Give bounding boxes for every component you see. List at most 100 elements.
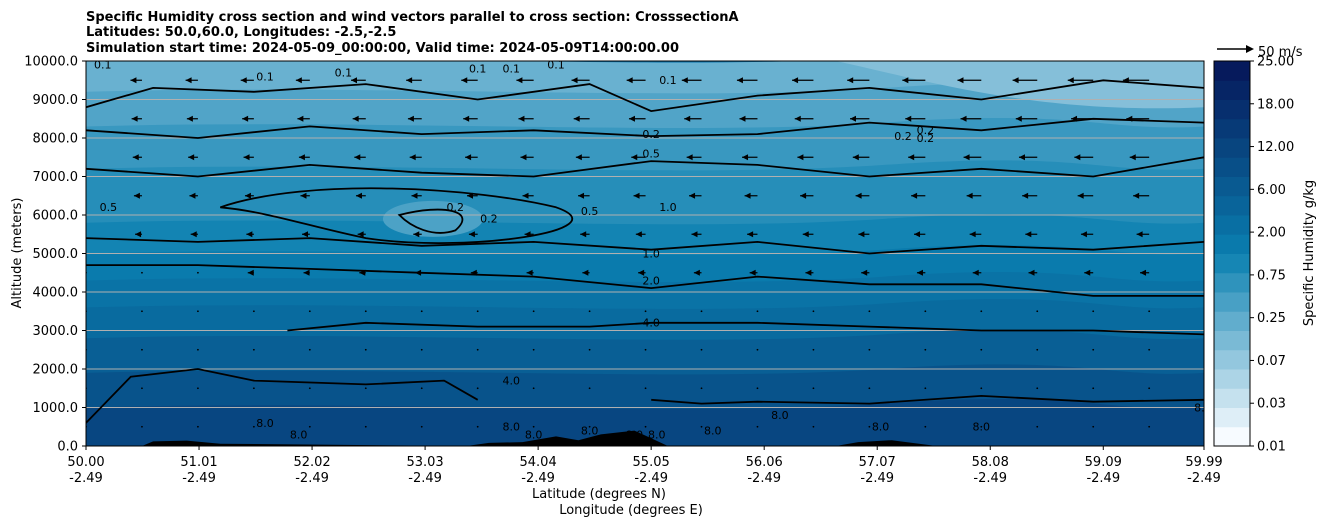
dry-region <box>835 61 1204 109</box>
wind-vector <box>963 154 982 161</box>
wind-vector <box>1148 348 1151 351</box>
x-tick-label-lat: 59.09 <box>1085 455 1122 470</box>
wind-vector <box>300 192 310 199</box>
contour-label: 8.0 <box>256 417 274 430</box>
contour-label: 0.1 <box>547 59 565 72</box>
contour-label: 4.0 <box>642 317 660 330</box>
wind-vector <box>1012 77 1038 84</box>
colorbar-label: Specific Humidity g/kg <box>1302 180 1317 326</box>
wind-vector <box>524 231 534 238</box>
wind-vector <box>75 77 86 83</box>
y-axis: 0.0 1000.0 2000.0 3000.0 4000.0 5000.0 6000.0 7… <box>24 55 86 455</box>
x-tick-label-lat: 57.07 <box>859 455 896 470</box>
wind-vector <box>303 269 310 276</box>
colorbar-tick-label: 0.03 <box>1257 397 1286 412</box>
wind-vector <box>186 115 198 122</box>
wind-vector <box>966 192 982 199</box>
wind-vector <box>189 192 198 199</box>
wind-vector <box>420 387 423 390</box>
wind-vector <box>197 425 199 428</box>
wind-vector <box>794 115 814 122</box>
wind-vector <box>420 348 423 351</box>
contour-line <box>220 187 574 244</box>
wind-vector <box>415 269 422 276</box>
x-tick-label-lat: 52.02 <box>293 455 330 470</box>
wind-vector <box>252 425 255 428</box>
x-tick-label-lat: 51.01 <box>180 455 217 470</box>
quiver-key-arrowhead <box>1246 45 1254 53</box>
colorbar-segment <box>1214 61 1250 81</box>
wind-vector <box>1028 269 1038 276</box>
wind-vector <box>197 310 199 313</box>
wind-vector <box>197 387 199 390</box>
contour-label: 4.0 <box>503 374 521 387</box>
colorbar-segment <box>1214 157 1250 177</box>
wind-vector <box>588 310 591 313</box>
gridlines <box>86 99 1204 408</box>
contour-label: 8.0 <box>525 428 543 441</box>
wind-vector <box>526 269 534 276</box>
wind-vector <box>242 115 254 122</box>
contour-label: 0.2 <box>447 201 465 214</box>
wind-vector <box>1025 231 1038 238</box>
colorbar-frame <box>1213 60 1251 447</box>
wind-vector <box>700 425 703 428</box>
wind-vector <box>792 77 814 84</box>
contour-label: 0.1 <box>503 63 521 76</box>
wind-vector <box>756 425 759 428</box>
wind-vector <box>252 387 255 390</box>
wind-vector <box>141 348 143 351</box>
wind-vector <box>905 115 926 122</box>
wind-vector <box>797 154 814 161</box>
contour-label: 1.0 <box>642 247 660 260</box>
wind-vector <box>691 231 702 238</box>
wind-vector <box>308 425 311 428</box>
contour-label: 0.5 <box>581 205 599 218</box>
contour-label: 0.5 <box>100 201 118 214</box>
contour-label: 8.0 <box>581 424 599 437</box>
colorbar-tick-label: 18.00 <box>1257 97 1294 112</box>
wind-vector <box>1148 425 1151 428</box>
wind-vectors <box>75 77 1151 428</box>
y-tick-label: 0.0 <box>57 440 78 455</box>
colorbar-tick-label: 0.07 <box>1257 354 1286 369</box>
wind-vector <box>308 348 311 351</box>
wind-vector <box>578 192 590 199</box>
wind-vector <box>582 269 590 276</box>
wind-vector <box>1148 387 1151 390</box>
colorbar-segment <box>1214 138 1250 158</box>
wind-vector <box>849 115 870 122</box>
contour-lines <box>86 79 1204 424</box>
contour-label: 8.0 <box>290 428 308 441</box>
x-tick-label-lon: -2.49 <box>408 471 442 486</box>
wind-vector <box>1036 387 1039 390</box>
wind-vector <box>79 231 86 237</box>
wind-vector <box>1136 231 1150 238</box>
contour-line <box>86 117 1204 139</box>
wind-vector <box>298 154 310 161</box>
wind-vector <box>1140 269 1150 276</box>
x-tick-label-lat: 55.05 <box>633 455 670 470</box>
wind-vector <box>364 387 367 390</box>
wind-vector <box>532 348 535 351</box>
wind-vector <box>588 348 591 351</box>
wind-vector <box>580 231 590 238</box>
y-tick-label: 1000.0 <box>33 401 79 416</box>
x-tick-label-lat: 58.08 <box>972 455 1009 470</box>
x-tick-label-lon: -2.49 <box>973 471 1007 486</box>
wind-vector <box>1129 154 1150 161</box>
wind-vector <box>957 77 982 84</box>
wind-vector <box>681 77 702 84</box>
wind-vector <box>355 192 366 199</box>
humidity-band <box>86 399 1204 446</box>
quiver-key: 50 m/s <box>1217 45 1303 60</box>
contour-label: 8.0 <box>1194 401 1212 414</box>
contour-label: 0.1 <box>469 63 487 76</box>
wind-vector <box>739 115 758 122</box>
colorbar-segment <box>1214 330 1250 351</box>
contour-line <box>86 368 479 424</box>
wind-vector <box>902 77 926 84</box>
wind-vector <box>861 269 870 276</box>
contour-label: 8.0 <box>771 409 789 422</box>
wind-vector <box>476 310 479 313</box>
